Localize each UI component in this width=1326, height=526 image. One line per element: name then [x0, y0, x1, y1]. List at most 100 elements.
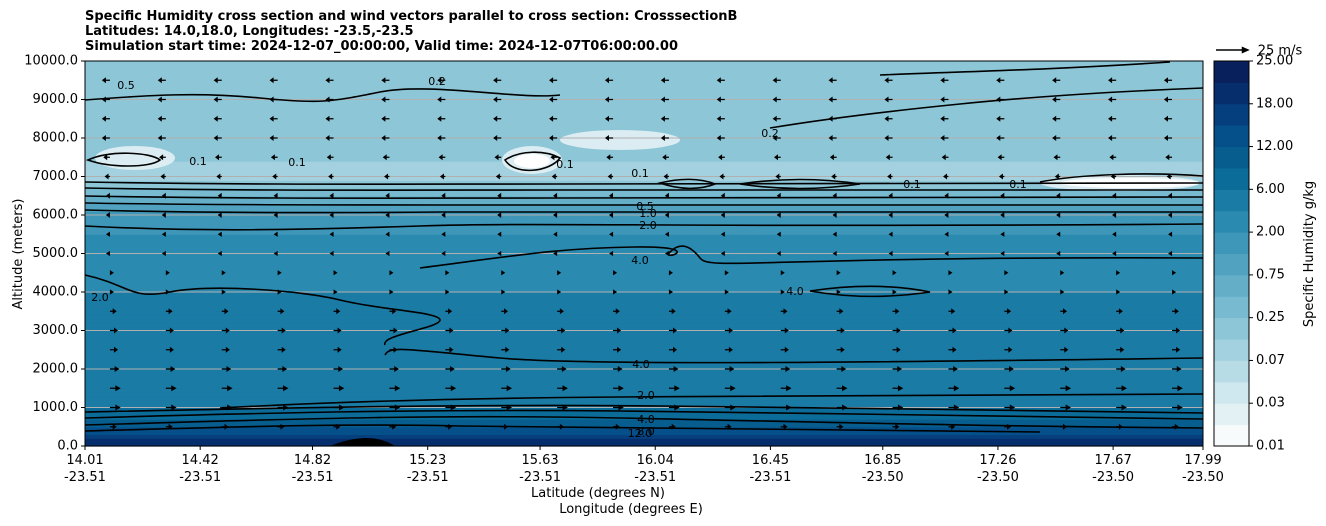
x-tick-label-lat: 15.63 [521, 453, 558, 468]
wind-arrow [1004, 366, 1014, 372]
humidity-band [85, 438, 1203, 443]
wind-arrow [724, 346, 733, 353]
contour-label: 1.0 [639, 207, 657, 220]
wind-arrow [1056, 192, 1061, 199]
wind-arrow [272, 173, 278, 180]
x-tick-label-lat: 16.45 [752, 453, 789, 468]
wind-arrow [828, 135, 837, 141]
wind-arrow [996, 77, 1005, 84]
humidity-band [85, 276, 1203, 282]
wind-arrow [884, 115, 893, 122]
wind-arrow [273, 250, 278, 257]
humidity-band [85, 311, 1203, 316]
wind-arrow [333, 289, 338, 295]
wind-arrow [385, 231, 390, 237]
wind-arrow [497, 250, 502, 257]
contour-line [84, 409, 1204, 420]
contour-line [419, 245, 1204, 269]
wind-arrow [269, 96, 278, 103]
humidity-band [85, 419, 1203, 424]
wind-arrow [888, 192, 893, 199]
wind-arrow [948, 289, 953, 295]
contour-label: 4.0 [637, 413, 655, 426]
wind-arrow [609, 250, 614, 257]
wind-arrow [277, 270, 282, 276]
wind-arrow [389, 270, 394, 276]
wind-arrow [948, 404, 960, 411]
humidity-band [85, 253, 1203, 258]
wind-arrow [217, 231, 222, 237]
wind-arrow [660, 135, 669, 141]
wind-arrow [1112, 250, 1117, 257]
x-tick-label-lat: 16.85 [864, 453, 901, 468]
wind-arrow [944, 231, 949, 237]
wind-arrow [772, 115, 781, 122]
humidity-band [85, 126, 1203, 131]
wind-arrow [557, 270, 562, 276]
humidity-band [85, 184, 1203, 189]
wind-arrow [437, 115, 446, 122]
wind-arrow [944, 250, 949, 257]
wind-arrow [664, 250, 669, 257]
humidity-band [85, 280, 1203, 285]
colorbar-segment [1214, 317, 1249, 340]
wind-arrow [445, 289, 450, 295]
wind-arrow [836, 366, 847, 372]
wind-arrow [668, 346, 678, 353]
wind-arrow [385, 192, 390, 199]
y-tick-label: 8000.0 [33, 131, 79, 146]
wind-arrow [613, 346, 622, 353]
wind-arrow [1060, 289, 1065, 295]
wind-arrow [1110, 173, 1117, 180]
wind-arrow [660, 77, 669, 84]
wind-arrow [493, 96, 502, 103]
wind-arrow [165, 366, 176, 372]
wind-arrow [109, 423, 117, 430]
wind-arrow [497, 212, 502, 218]
humidity-band [85, 299, 1203, 305]
colorbar-segment [1214, 296, 1249, 319]
humidity-band [85, 422, 1203, 428]
wind-arrow [724, 308, 732, 315]
x-tick-label-lon: -23.51 [292, 470, 334, 485]
wind-arrow [1116, 346, 1125, 353]
wind-arrow [445, 385, 457, 392]
humidity-band [85, 226, 1203, 231]
wind-arrow [940, 77, 949, 84]
wind-arrow [948, 327, 957, 334]
wind-arrow [439, 173, 446, 180]
wind-arrow [445, 366, 455, 372]
wind-arrow [501, 327, 510, 334]
y-tick-label: 1000.0 [33, 400, 79, 415]
humidity-band [85, 172, 1203, 178]
wind-arrow [165, 346, 174, 353]
wind-arrow [892, 308, 900, 315]
wind-arrow [720, 250, 725, 257]
x-tick-label-lat: 14.01 [66, 453, 103, 468]
humidity-band [85, 153, 1203, 158]
wind-arrow [109, 308, 117, 315]
colorbar-segment [1214, 146, 1249, 169]
wind-arrow [1165, 154, 1173, 161]
wind-arrow [780, 308, 788, 315]
axes: 0.0 1000.0 2000.0 3000.0 4000.0 5000.0 6000.0 7… [11, 54, 1224, 518]
wind-arrow [557, 385, 568, 392]
wind-arrow [772, 135, 781, 141]
wind-arrow [996, 96, 1005, 103]
wind-vectors [101, 77, 1183, 430]
x-tick-label-lon: -23.50 [1092, 470, 1134, 485]
humidity-band [85, 307, 1203, 312]
wind-arrow [159, 154, 166, 161]
wind-arrow [437, 77, 446, 84]
humidity-filled-contours [85, 61, 1203, 447]
contour-label: 0.1 [288, 156, 306, 169]
wind-arrow [277, 327, 286, 334]
colorbar-segment [1214, 274, 1249, 297]
wind-arrow [389, 346, 398, 353]
wind-arrow [780, 270, 785, 276]
quiver-key-arrow [1216, 46, 1250, 54]
wind-arrow [668, 423, 676, 430]
wind-arrow [551, 173, 558, 180]
contour-line [84, 187, 1204, 191]
wind-arrow [892, 423, 900, 430]
